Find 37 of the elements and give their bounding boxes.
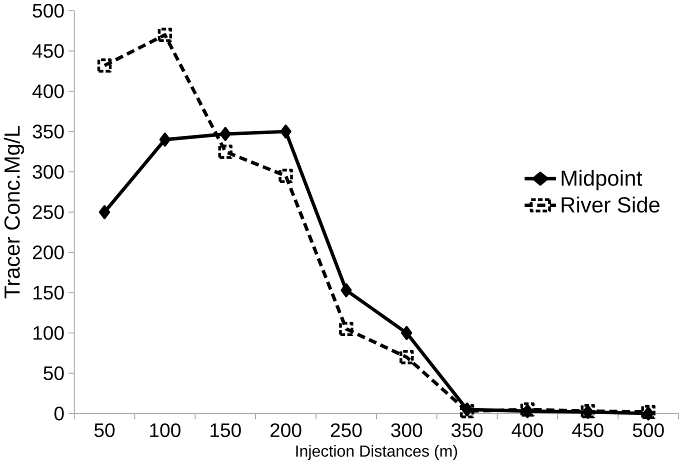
y-tick-label: 450 [32, 44, 64, 58]
point [218, 144, 232, 159]
legend-label: River Side [562, 196, 660, 213]
legend-label: Midpoint [562, 170, 642, 190]
point [159, 132, 171, 147]
x-tick-label: 300 [391, 423, 422, 438]
x-tick-label: 450 [572, 423, 604, 438]
y-tick-label: 50 [44, 366, 64, 380]
point [401, 326, 412, 340]
point [98, 205, 110, 220]
point [158, 28, 172, 42]
y-tick-label: 250 [32, 205, 64, 220]
y-axis-title: Tracer Conc.Mg/L [4, 126, 24, 299]
y-tick-label: 400 [32, 84, 64, 98]
point [340, 283, 352, 298]
x-tick-label: 400 [512, 423, 543, 438]
x-tick-label: 150 [210, 423, 241, 438]
y-tick-label: 300 [32, 165, 64, 179]
point [97, 58, 112, 73]
y-tick-label: 350 [32, 124, 64, 139]
point [280, 124, 292, 139]
x-tick-label: 50 [94, 423, 115, 438]
point [339, 322, 354, 336]
x-tick-label: 200 [270, 423, 302, 438]
x-tick-label: 350 [452, 423, 483, 438]
point [278, 168, 293, 184]
x-axis-title: Injection Distances (m) [296, 445, 458, 460]
x-tick-label: 500 [632, 423, 664, 438]
point [220, 127, 231, 142]
x-tick-label: 250 [330, 423, 362, 438]
point [400, 350, 414, 364]
y-tick-label: 100 [33, 326, 64, 340]
y-tick-label: 500 [32, 4, 64, 18]
y-tick-label: 0 [54, 406, 64, 421]
x-tick-label: 100 [150, 423, 180, 438]
y-tick-label: 150 [33, 286, 64, 300]
y-tick-label: 200 [32, 246, 64, 260]
